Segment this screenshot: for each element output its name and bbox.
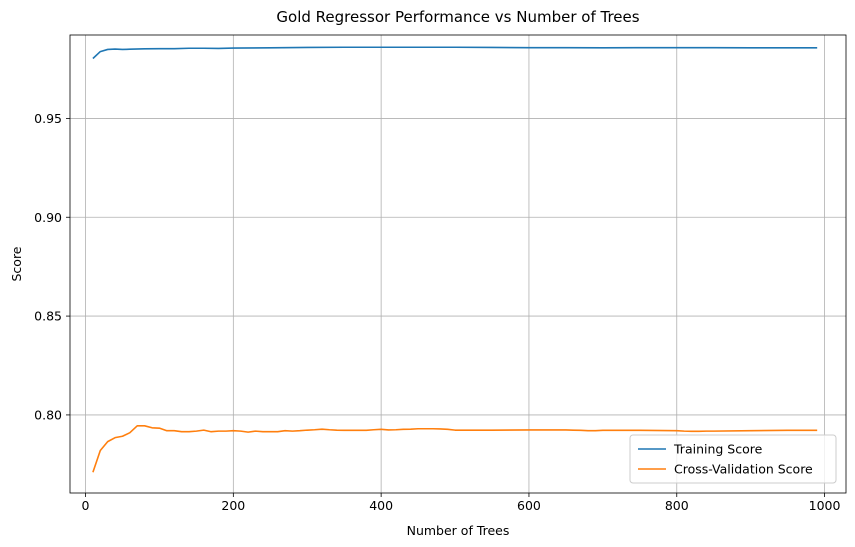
series-lines xyxy=(92,46,818,473)
x-axis-label: Number of Trees xyxy=(407,523,510,538)
y-tick-label: 0.85 xyxy=(34,309,62,324)
x-tick-label: 600 xyxy=(517,498,541,513)
series-line-training-score xyxy=(92,46,818,60)
x-tick-label: 200 xyxy=(221,498,245,513)
legend: Training Score Cross-Validation Score xyxy=(629,434,837,484)
chart-title: Gold Regressor Performance vs Number of … xyxy=(276,8,639,26)
y-tick-label: 0.80 xyxy=(34,407,62,422)
x-tick-label: 800 xyxy=(665,498,689,513)
y-tick-label: 0.90 xyxy=(34,210,62,225)
grid xyxy=(70,35,846,493)
y-tick-label: 0.95 xyxy=(34,111,62,126)
legend-label: Cross-Validation Score xyxy=(674,462,813,477)
legend-box xyxy=(629,434,837,484)
y-axis-label: Score xyxy=(9,246,24,281)
legend-label: Training Score xyxy=(673,442,763,457)
plot-frame xyxy=(69,34,847,494)
series-line-cross-validation-score xyxy=(92,424,818,473)
x-tick-label: 1000 xyxy=(809,498,841,513)
x-tick-label: 0 xyxy=(82,498,90,513)
x-tick-label: 400 xyxy=(369,498,393,513)
axis-ticks: 0 200 400 600 800 1000 0.80 0.85 0.90 0.95 xyxy=(34,111,840,513)
